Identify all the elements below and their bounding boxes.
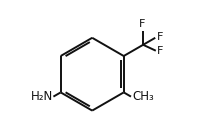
Text: F: F: [157, 46, 164, 56]
Text: CH₃: CH₃: [132, 90, 154, 103]
Text: F: F: [139, 19, 146, 29]
Text: F: F: [157, 32, 163, 42]
Text: H₂N: H₂N: [30, 90, 53, 103]
